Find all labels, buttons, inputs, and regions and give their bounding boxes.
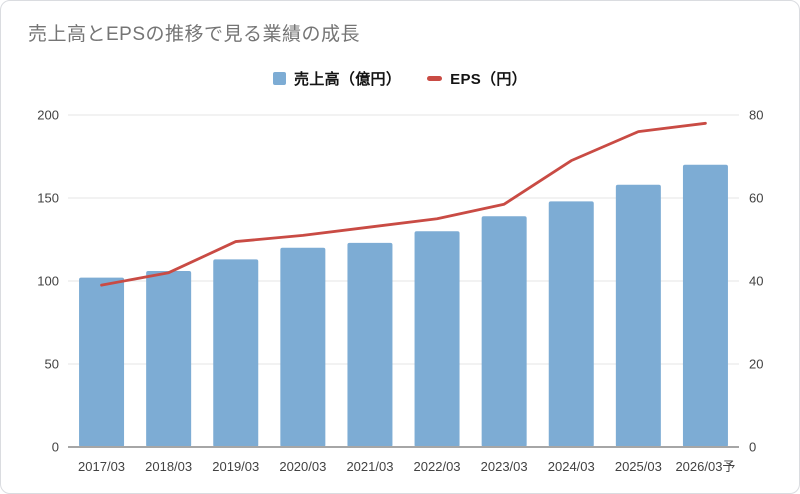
svg-text:2018/03: 2018/03 bbox=[145, 459, 192, 474]
svg-text:100: 100 bbox=[37, 274, 59, 289]
chart-title: 売上高とEPSの推移で見る業績の成長 bbox=[28, 24, 361, 45]
svg-text:2022/03: 2022/03 bbox=[414, 459, 461, 474]
legend-label-revenue: 売上高（億円） bbox=[294, 71, 402, 88]
svg-text:20: 20 bbox=[749, 357, 763, 372]
legend-dash-icon bbox=[427, 76, 443, 81]
svg-text:50: 50 bbox=[45, 357, 59, 372]
svg-text:40: 40 bbox=[749, 274, 763, 289]
legend-item-revenue: 売上高（億円） bbox=[273, 68, 401, 89]
svg-text:150: 150 bbox=[37, 191, 59, 206]
svg-text:0: 0 bbox=[749, 440, 756, 455]
svg-text:0: 0 bbox=[52, 440, 59, 455]
legend-square-icon bbox=[273, 72, 287, 85]
svg-text:2017/03: 2017/03 bbox=[78, 459, 125, 474]
svg-text:2020/03: 2020/03 bbox=[279, 459, 326, 474]
svg-text:60: 60 bbox=[749, 191, 763, 206]
svg-text:2021/03: 2021/03 bbox=[346, 459, 393, 474]
svg-text:2024/03: 2024/03 bbox=[548, 459, 595, 474]
chart-legend: 売上高（億円） EPS（円） bbox=[1, 68, 799, 89]
svg-text:2025/03: 2025/03 bbox=[615, 459, 662, 474]
svg-text:2026/03予: 2026/03予 bbox=[675, 459, 735, 474]
svg-text:2019/03: 2019/03 bbox=[212, 459, 259, 474]
svg-text:2023/03: 2023/03 bbox=[481, 459, 528, 474]
legend-item-eps: EPS（円） bbox=[427, 68, 527, 89]
legend-label-eps: EPS（円） bbox=[450, 71, 527, 88]
svg-text:200: 200 bbox=[37, 108, 59, 123]
svg-text:80: 80 bbox=[749, 108, 763, 123]
